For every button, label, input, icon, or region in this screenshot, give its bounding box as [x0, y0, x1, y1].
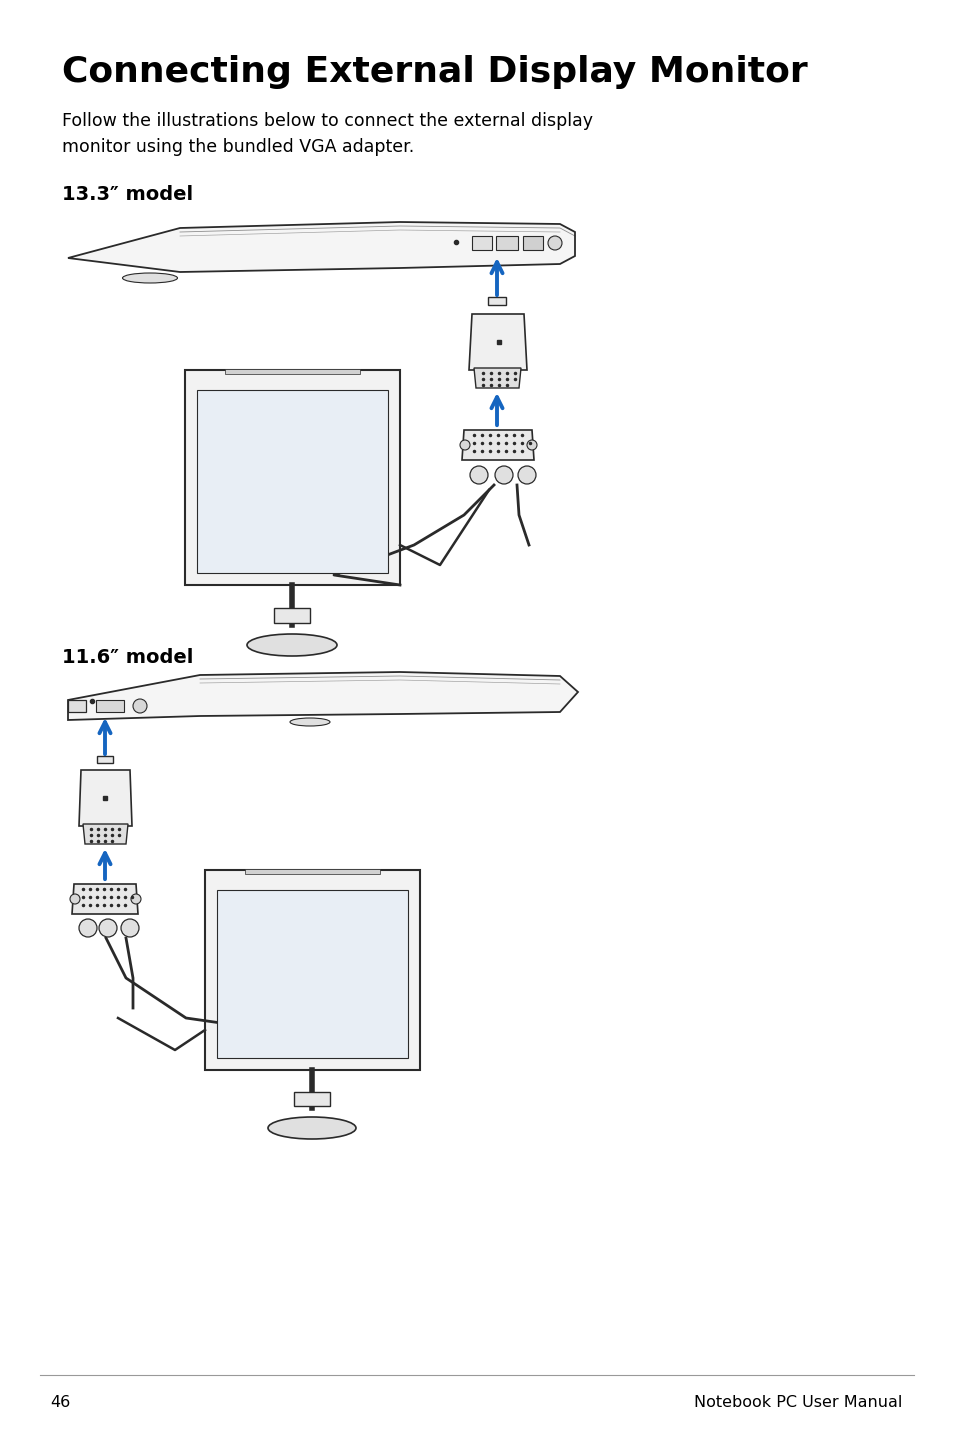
- Ellipse shape: [79, 919, 97, 938]
- Text: 11.6″ model: 11.6″ model: [62, 649, 193, 667]
- Ellipse shape: [70, 894, 80, 905]
- FancyBboxPatch shape: [205, 870, 419, 1070]
- Ellipse shape: [268, 1117, 355, 1139]
- Polygon shape: [71, 884, 138, 915]
- Ellipse shape: [547, 236, 561, 250]
- Ellipse shape: [131, 894, 141, 905]
- Ellipse shape: [470, 466, 488, 485]
- Text: Follow the illustrations below to connect the external display
monitor using the: Follow the illustrations below to connec…: [62, 112, 593, 157]
- Polygon shape: [461, 430, 534, 460]
- Polygon shape: [68, 221, 575, 272]
- FancyBboxPatch shape: [274, 608, 310, 623]
- Ellipse shape: [517, 466, 536, 485]
- Ellipse shape: [247, 634, 336, 656]
- FancyBboxPatch shape: [216, 890, 408, 1058]
- FancyBboxPatch shape: [185, 370, 399, 585]
- Ellipse shape: [459, 440, 470, 450]
- Polygon shape: [469, 313, 526, 370]
- Text: 46: 46: [50, 1395, 71, 1411]
- FancyBboxPatch shape: [294, 1091, 330, 1106]
- Text: Notebook PC User Manual: Notebook PC User Manual: [693, 1395, 901, 1411]
- FancyBboxPatch shape: [245, 869, 379, 874]
- Polygon shape: [79, 769, 132, 825]
- FancyBboxPatch shape: [472, 236, 492, 250]
- Ellipse shape: [99, 919, 117, 938]
- FancyBboxPatch shape: [488, 298, 505, 305]
- FancyBboxPatch shape: [225, 370, 359, 374]
- Text: 13.3″ model: 13.3″ model: [62, 186, 193, 204]
- FancyBboxPatch shape: [522, 236, 542, 250]
- Polygon shape: [68, 672, 578, 720]
- FancyBboxPatch shape: [68, 700, 86, 712]
- Ellipse shape: [290, 718, 330, 726]
- FancyBboxPatch shape: [96, 700, 124, 712]
- Ellipse shape: [122, 273, 177, 283]
- Polygon shape: [474, 368, 520, 388]
- Ellipse shape: [526, 440, 537, 450]
- Ellipse shape: [132, 699, 147, 713]
- FancyBboxPatch shape: [97, 756, 112, 764]
- Polygon shape: [83, 824, 128, 844]
- FancyBboxPatch shape: [496, 236, 517, 250]
- Ellipse shape: [121, 919, 139, 938]
- Text: Connecting External Display Monitor: Connecting External Display Monitor: [62, 55, 807, 89]
- Ellipse shape: [495, 466, 513, 485]
- FancyBboxPatch shape: [196, 390, 388, 572]
